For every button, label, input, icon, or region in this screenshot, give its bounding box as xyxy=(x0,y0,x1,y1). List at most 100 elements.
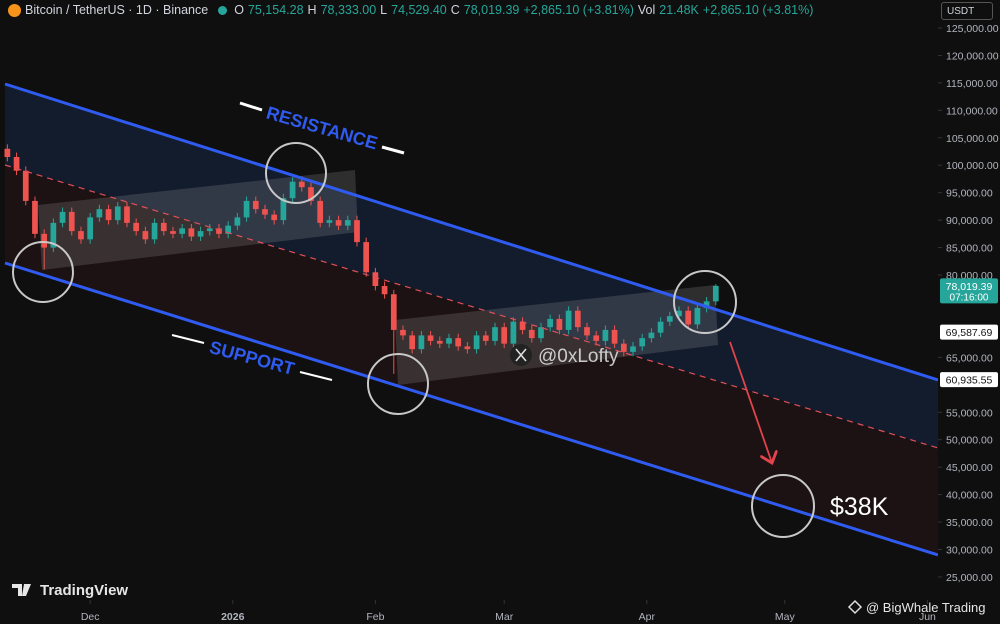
y-tick-label: 90,000.00 xyxy=(946,215,993,227)
candle-body xyxy=(41,233,48,248)
candle-body xyxy=(372,272,379,287)
brand: TradingView xyxy=(40,582,128,599)
dash xyxy=(239,101,263,112)
candle-body xyxy=(32,200,38,234)
candle-body xyxy=(602,329,609,341)
candle-body xyxy=(593,335,600,341)
dash xyxy=(171,334,205,344)
ohlc-label: O xyxy=(234,3,244,17)
candle-body xyxy=(630,346,636,352)
candle-body xyxy=(197,231,204,237)
vol: 21.48K xyxy=(659,3,699,17)
candle-body xyxy=(639,338,646,347)
y-tick-label: 95,000.00 xyxy=(946,188,993,200)
x-tick-label: Feb xyxy=(366,611,384,623)
price-label-time: 07:16:00 xyxy=(950,292,989,303)
circle xyxy=(673,270,737,334)
dash xyxy=(299,371,333,381)
vol-change: +2,865.10 (+3.81%) xyxy=(702,3,814,17)
candles xyxy=(4,144,719,374)
symbol: Bitcoin / TetherUS · 1D · Binance xyxy=(25,3,209,17)
candle-body xyxy=(574,310,581,328)
candle-body xyxy=(114,206,121,221)
price-label: 69,587.69 xyxy=(946,327,993,339)
candle-body xyxy=(565,310,572,330)
candle-body xyxy=(160,222,167,232)
coin-icon xyxy=(8,3,21,17)
candle-body xyxy=(611,329,618,344)
dash xyxy=(381,145,405,155)
candle-body xyxy=(78,231,84,240)
candle-body xyxy=(105,209,112,221)
candle-body xyxy=(390,294,397,330)
candle-body xyxy=(142,231,149,240)
y-tick-label: 85,000.00 xyxy=(946,243,993,255)
candle-body xyxy=(317,200,324,223)
candle-body xyxy=(685,310,692,325)
y-tick-label: 65,000.00 xyxy=(946,352,993,364)
candle-body xyxy=(22,170,29,201)
candle-body xyxy=(280,198,287,221)
credit-icon xyxy=(847,599,863,615)
candle-body xyxy=(206,228,213,232)
lower-channel-fill xyxy=(5,165,938,555)
y-tick-label: 50,000.00 xyxy=(946,435,993,447)
range-box xyxy=(395,285,718,385)
x-tick-label: Apr xyxy=(639,611,656,623)
vol-label: Vol xyxy=(637,3,656,17)
y-tick-label: 100,000.00 xyxy=(946,160,999,172)
price-label-box xyxy=(940,372,998,388)
candle-body xyxy=(271,214,278,221)
candle-body xyxy=(694,307,701,325)
candle-body xyxy=(289,181,296,199)
watermark: @0xLofty xyxy=(538,346,619,367)
candle-body xyxy=(96,209,103,218)
candle-body xyxy=(501,327,508,344)
candle-body xyxy=(464,346,471,350)
candle-body xyxy=(703,301,710,308)
candle-body xyxy=(68,211,75,232)
candle-body xyxy=(170,231,176,234)
x-tick-label: May xyxy=(775,611,796,623)
candle-body xyxy=(482,335,489,341)
x-tick-label: Jun xyxy=(919,611,936,623)
x-tick-label: Dec xyxy=(81,611,100,623)
y-tick-label: 55,000.00 xyxy=(946,407,993,419)
ohlc-value: 75,154.28 xyxy=(247,3,304,17)
candle-body xyxy=(381,286,388,295)
axes: 125,000.00 120,000.00 115,000.00 110,000.00… xyxy=(81,23,999,623)
currency-select[interactable]: USDT xyxy=(941,2,993,20)
price-label-box xyxy=(940,278,998,304)
candle-body xyxy=(528,329,535,339)
header: Bitcoin / TetherUS · 1D · Binance O 75,15… xyxy=(8,3,813,17)
candle-body xyxy=(409,335,416,350)
candle-body xyxy=(455,338,462,347)
candle-body xyxy=(657,321,664,333)
circle xyxy=(367,353,429,415)
y-tick-label: 120,000.00 xyxy=(946,50,999,62)
candle-body xyxy=(179,228,186,234)
candle-body xyxy=(326,220,333,223)
candle-body xyxy=(400,329,406,336)
candle-body xyxy=(216,228,222,234)
candle-body xyxy=(50,222,57,248)
y-tick-label: 110,000.00 xyxy=(946,105,998,117)
y-tick-label: 45,000.00 xyxy=(946,462,993,474)
circle xyxy=(265,142,327,204)
range-box xyxy=(38,170,358,270)
ohlc-value: 78,333.00 xyxy=(320,3,377,17)
candle-body xyxy=(87,217,94,240)
y-tick-label: 105,000.00 xyxy=(946,133,999,145)
candle-body xyxy=(363,242,370,273)
x-tick-label: 2026 xyxy=(221,611,245,623)
candle-body xyxy=(538,327,544,339)
candle-body xyxy=(335,220,342,226)
support-line xyxy=(4,261,938,557)
credit: @ BigWhale Trading xyxy=(866,600,985,615)
candle-body xyxy=(584,327,590,336)
candle-body xyxy=(473,335,480,350)
candle-body xyxy=(234,217,241,226)
x-logo xyxy=(515,348,527,362)
